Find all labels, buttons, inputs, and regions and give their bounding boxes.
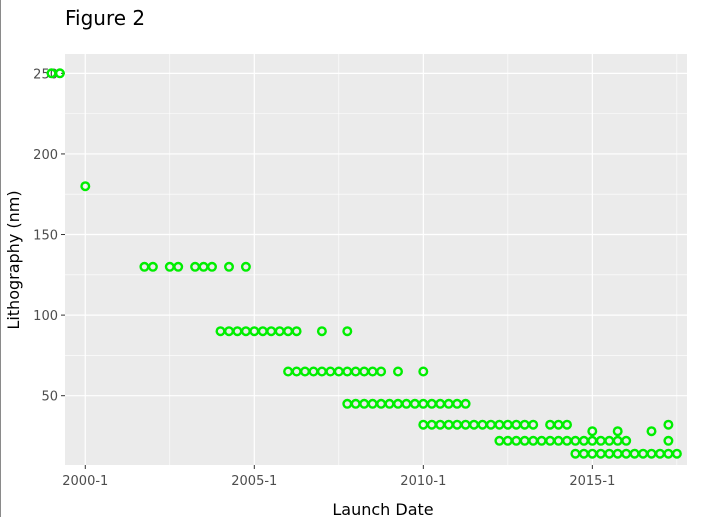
data-point — [663, 419, 674, 430]
x-axis: 2000-1 2005-1 2010-1 2015-1 — [62, 465, 615, 489]
x-axis-title: Launch Date — [332, 500, 433, 517]
data-point — [291, 326, 302, 337]
y-tick-label: 150 — [33, 229, 58, 244]
data-point — [223, 261, 234, 272]
y-tick-label: 100 — [33, 309, 58, 324]
y-tick-label: 50 — [41, 390, 58, 405]
y-axis: 50 100 150 200 250 — [33, 67, 65, 405]
data-point — [460, 398, 471, 409]
data-point — [621, 435, 632, 446]
x-tick-label: 2000-1 — [62, 474, 108, 489]
data-point — [376, 366, 387, 377]
y-tick-label: 200 — [33, 148, 58, 163]
data-point — [587, 426, 598, 437]
figure-title: Figure 2 — [65, 6, 146, 30]
y-axis-title: Lithography (nm) — [4, 190, 23, 329]
data-point — [342, 326, 353, 337]
data-point — [671, 448, 682, 459]
data-point — [54, 68, 65, 79]
window-edge — [0, 0, 1, 517]
data-point — [562, 419, 573, 430]
data-point — [393, 366, 404, 377]
data-point — [206, 261, 217, 272]
data-point — [80, 181, 91, 192]
data-points — [46, 68, 682, 459]
data-point — [418, 366, 429, 377]
data-point — [528, 419, 539, 430]
data-point — [173, 261, 184, 272]
data-point — [147, 261, 158, 272]
data-point — [646, 426, 657, 437]
y-tick-label: 250 — [33, 67, 58, 82]
data-point — [663, 435, 674, 446]
x-tick-label: 2015-1 — [569, 474, 615, 489]
major-gridlines — [65, 54, 687, 465]
x-tick-label: 2005-1 — [231, 474, 277, 489]
data-point — [316, 326, 327, 337]
data-point — [612, 426, 623, 437]
plot-panel — [65, 54, 687, 465]
x-tick-label: 2010-1 — [400, 474, 446, 489]
data-point — [240, 261, 251, 272]
minor-gridlines — [65, 54, 687, 465]
